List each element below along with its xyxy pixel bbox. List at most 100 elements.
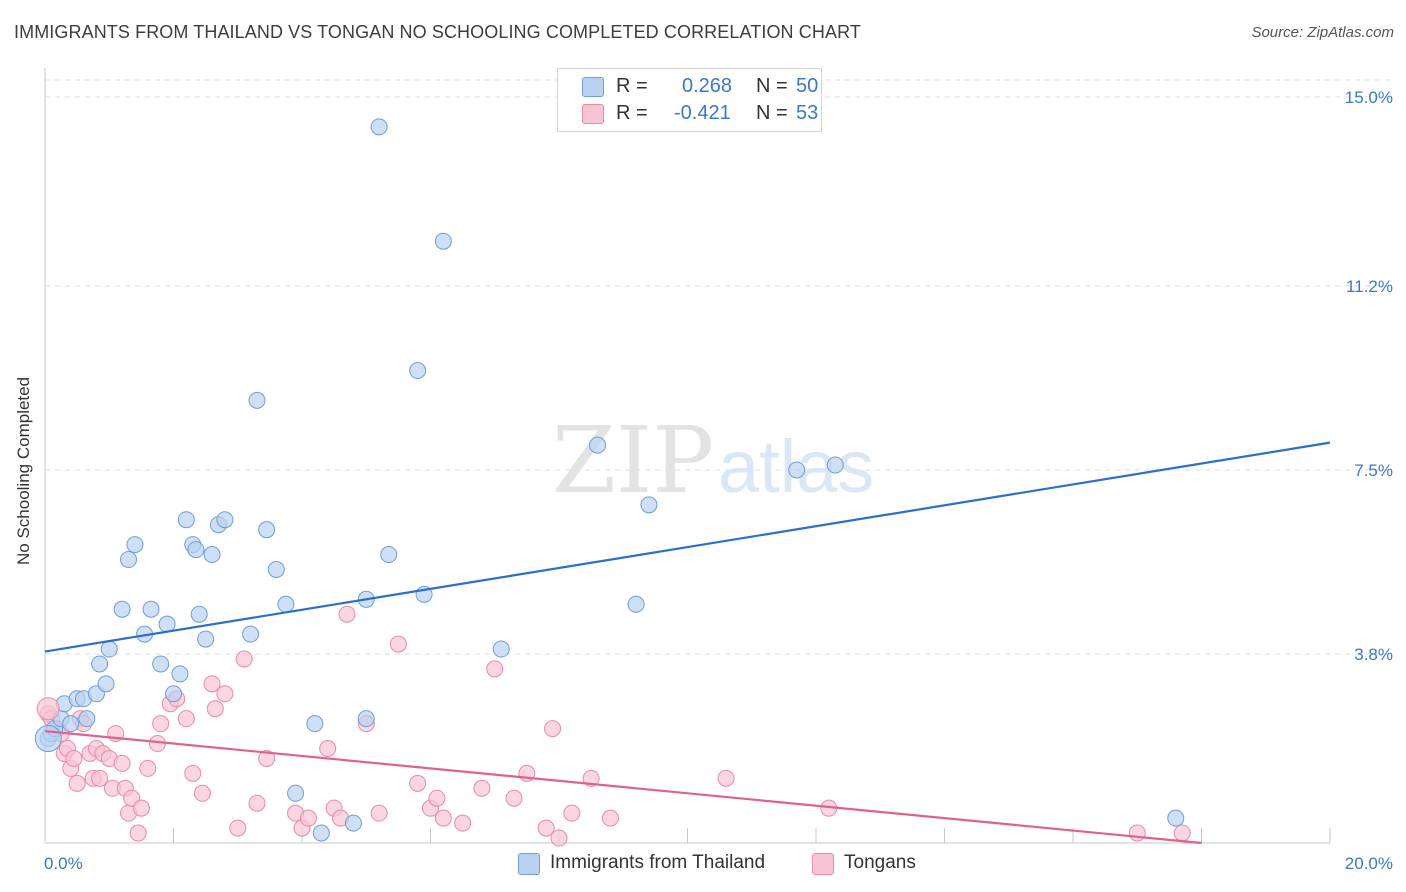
thailand-point bbox=[589, 436, 607, 454]
thailand-point bbox=[142, 600, 160, 618]
tongan-point bbox=[206, 700, 224, 718]
thailand-point bbox=[190, 605, 208, 623]
y-tick-label: 15.0% bbox=[1345, 88, 1393, 107]
watermark-zip: ZIP bbox=[552, 407, 714, 514]
legend-swatch-pink bbox=[582, 104, 604, 124]
legend-n-label: N = bbox=[756, 75, 788, 97]
trend-line-tongans bbox=[44, 730, 1202, 845]
tongan-point bbox=[428, 789, 446, 807]
thailand-point bbox=[62, 715, 80, 733]
y-tick-label: 7.5% bbox=[1354, 461, 1393, 480]
tongan-point bbox=[65, 749, 83, 767]
thailand-point bbox=[242, 625, 260, 643]
thailand-point bbox=[434, 232, 452, 250]
thailand-point bbox=[165, 685, 182, 703]
thailand-point bbox=[788, 461, 806, 479]
tongan-point bbox=[129, 824, 147, 842]
thailand-point bbox=[357, 710, 375, 728]
thailand-point bbox=[216, 511, 234, 529]
tongan-point bbox=[389, 635, 407, 653]
tongan-point bbox=[563, 804, 581, 822]
thailand-point bbox=[258, 521, 276, 539]
thailand-point bbox=[826, 456, 844, 474]
tongan-point bbox=[601, 809, 619, 827]
bottom-legend-swatch-pink bbox=[812, 853, 834, 875]
thailand-point bbox=[34, 725, 62, 753]
tongan-point bbox=[454, 814, 472, 832]
tongan-point bbox=[139, 759, 157, 777]
legend-n-value: 53 bbox=[796, 102, 819, 124]
tongan-point bbox=[550, 829, 568, 847]
tongan-point bbox=[338, 605, 356, 623]
legend-r-value: 0.268 bbox=[682, 75, 733, 97]
tongan-point bbox=[319, 740, 337, 758]
tongan-point bbox=[486, 660, 504, 678]
watermark: ZIP atlas bbox=[552, 407, 874, 514]
thailand-point bbox=[120, 551, 138, 569]
thailand-point bbox=[267, 560, 285, 578]
thailand-point bbox=[380, 546, 398, 564]
tongan-point bbox=[473, 779, 491, 797]
tongan-point bbox=[370, 804, 388, 822]
y-tick-label: 3.8% bbox=[1354, 645, 1393, 664]
bottom-legend-label: Tongans bbox=[844, 852, 916, 873]
y-tick-label: 11.2% bbox=[1346, 277, 1393, 296]
grid-layer bbox=[45, 79, 1395, 655]
legend-r-label: R = bbox=[616, 102, 648, 124]
legend-swatch-blue bbox=[582, 77, 604, 97]
tongan-point bbox=[434, 809, 452, 827]
thailand-point bbox=[1167, 809, 1185, 827]
thailand-point bbox=[248, 391, 266, 409]
thailand-point bbox=[78, 710, 96, 728]
thailand-point bbox=[370, 118, 388, 136]
tongan-point bbox=[505, 789, 523, 807]
thailand-point bbox=[113, 600, 131, 618]
legend-n-label: N = bbox=[756, 102, 788, 124]
tongan-point bbox=[258, 749, 276, 767]
tongan-point bbox=[113, 754, 131, 772]
thailand-point bbox=[100, 640, 118, 658]
tongan-point bbox=[1173, 824, 1191, 842]
tongan-point bbox=[409, 774, 427, 792]
thailand-point bbox=[197, 630, 215, 648]
tongan-point bbox=[184, 764, 202, 782]
thailand-point bbox=[152, 655, 170, 673]
trend-line-thailand bbox=[44, 441, 1331, 653]
tongan-point bbox=[717, 769, 735, 787]
tongan-point bbox=[544, 720, 562, 738]
tongan-point bbox=[216, 685, 234, 703]
thailand-point bbox=[492, 640, 510, 658]
x-tick-label: 20.0% bbox=[1345, 854, 1393, 873]
tongan-point bbox=[91, 769, 109, 787]
bottom-legend-swatch-blue bbox=[518, 853, 540, 875]
source-label: Source: ZipAtlas.com bbox=[1251, 24, 1394, 41]
trend-layer bbox=[44, 441, 1331, 845]
correlation-legend: R = 0.268 N = 50 R = -0.421 N = 53 bbox=[557, 68, 822, 132]
tongan-point bbox=[229, 819, 247, 837]
chart-title: IMMIGRANTS FROM THAILAND VS TONGAN NO SC… bbox=[14, 22, 861, 42]
tongan-point bbox=[235, 650, 253, 668]
tongan-point bbox=[582, 769, 600, 787]
y-axis-title: No Schooling Completed bbox=[14, 376, 33, 565]
tick-labels: 3.8% 7.5% 11.2% 15.0% 0.0% 20.0% bbox=[44, 88, 1393, 873]
tongan-point bbox=[68, 774, 86, 792]
tongan-point bbox=[132, 799, 150, 817]
legend-r-value: -0.421 bbox=[674, 102, 731, 124]
tongan-point bbox=[299, 809, 317, 827]
thailand-point bbox=[171, 665, 189, 683]
bottom-legend-label: Immigrants from Thailand bbox=[550, 852, 766, 873]
tongan-point bbox=[36, 697, 60, 721]
thailand-point bbox=[306, 715, 324, 733]
thailand-point bbox=[640, 496, 658, 514]
tongan-point bbox=[177, 710, 195, 728]
thailand-point bbox=[312, 824, 330, 842]
points-layer bbox=[34, 118, 1191, 847]
thailand-point bbox=[344, 814, 362, 832]
thailand-point bbox=[97, 675, 115, 693]
thailand-point bbox=[277, 595, 295, 613]
tongan-point bbox=[152, 715, 170, 733]
tongan-point bbox=[203, 675, 221, 693]
thailand-point bbox=[287, 784, 305, 802]
thailand-point bbox=[91, 655, 109, 673]
